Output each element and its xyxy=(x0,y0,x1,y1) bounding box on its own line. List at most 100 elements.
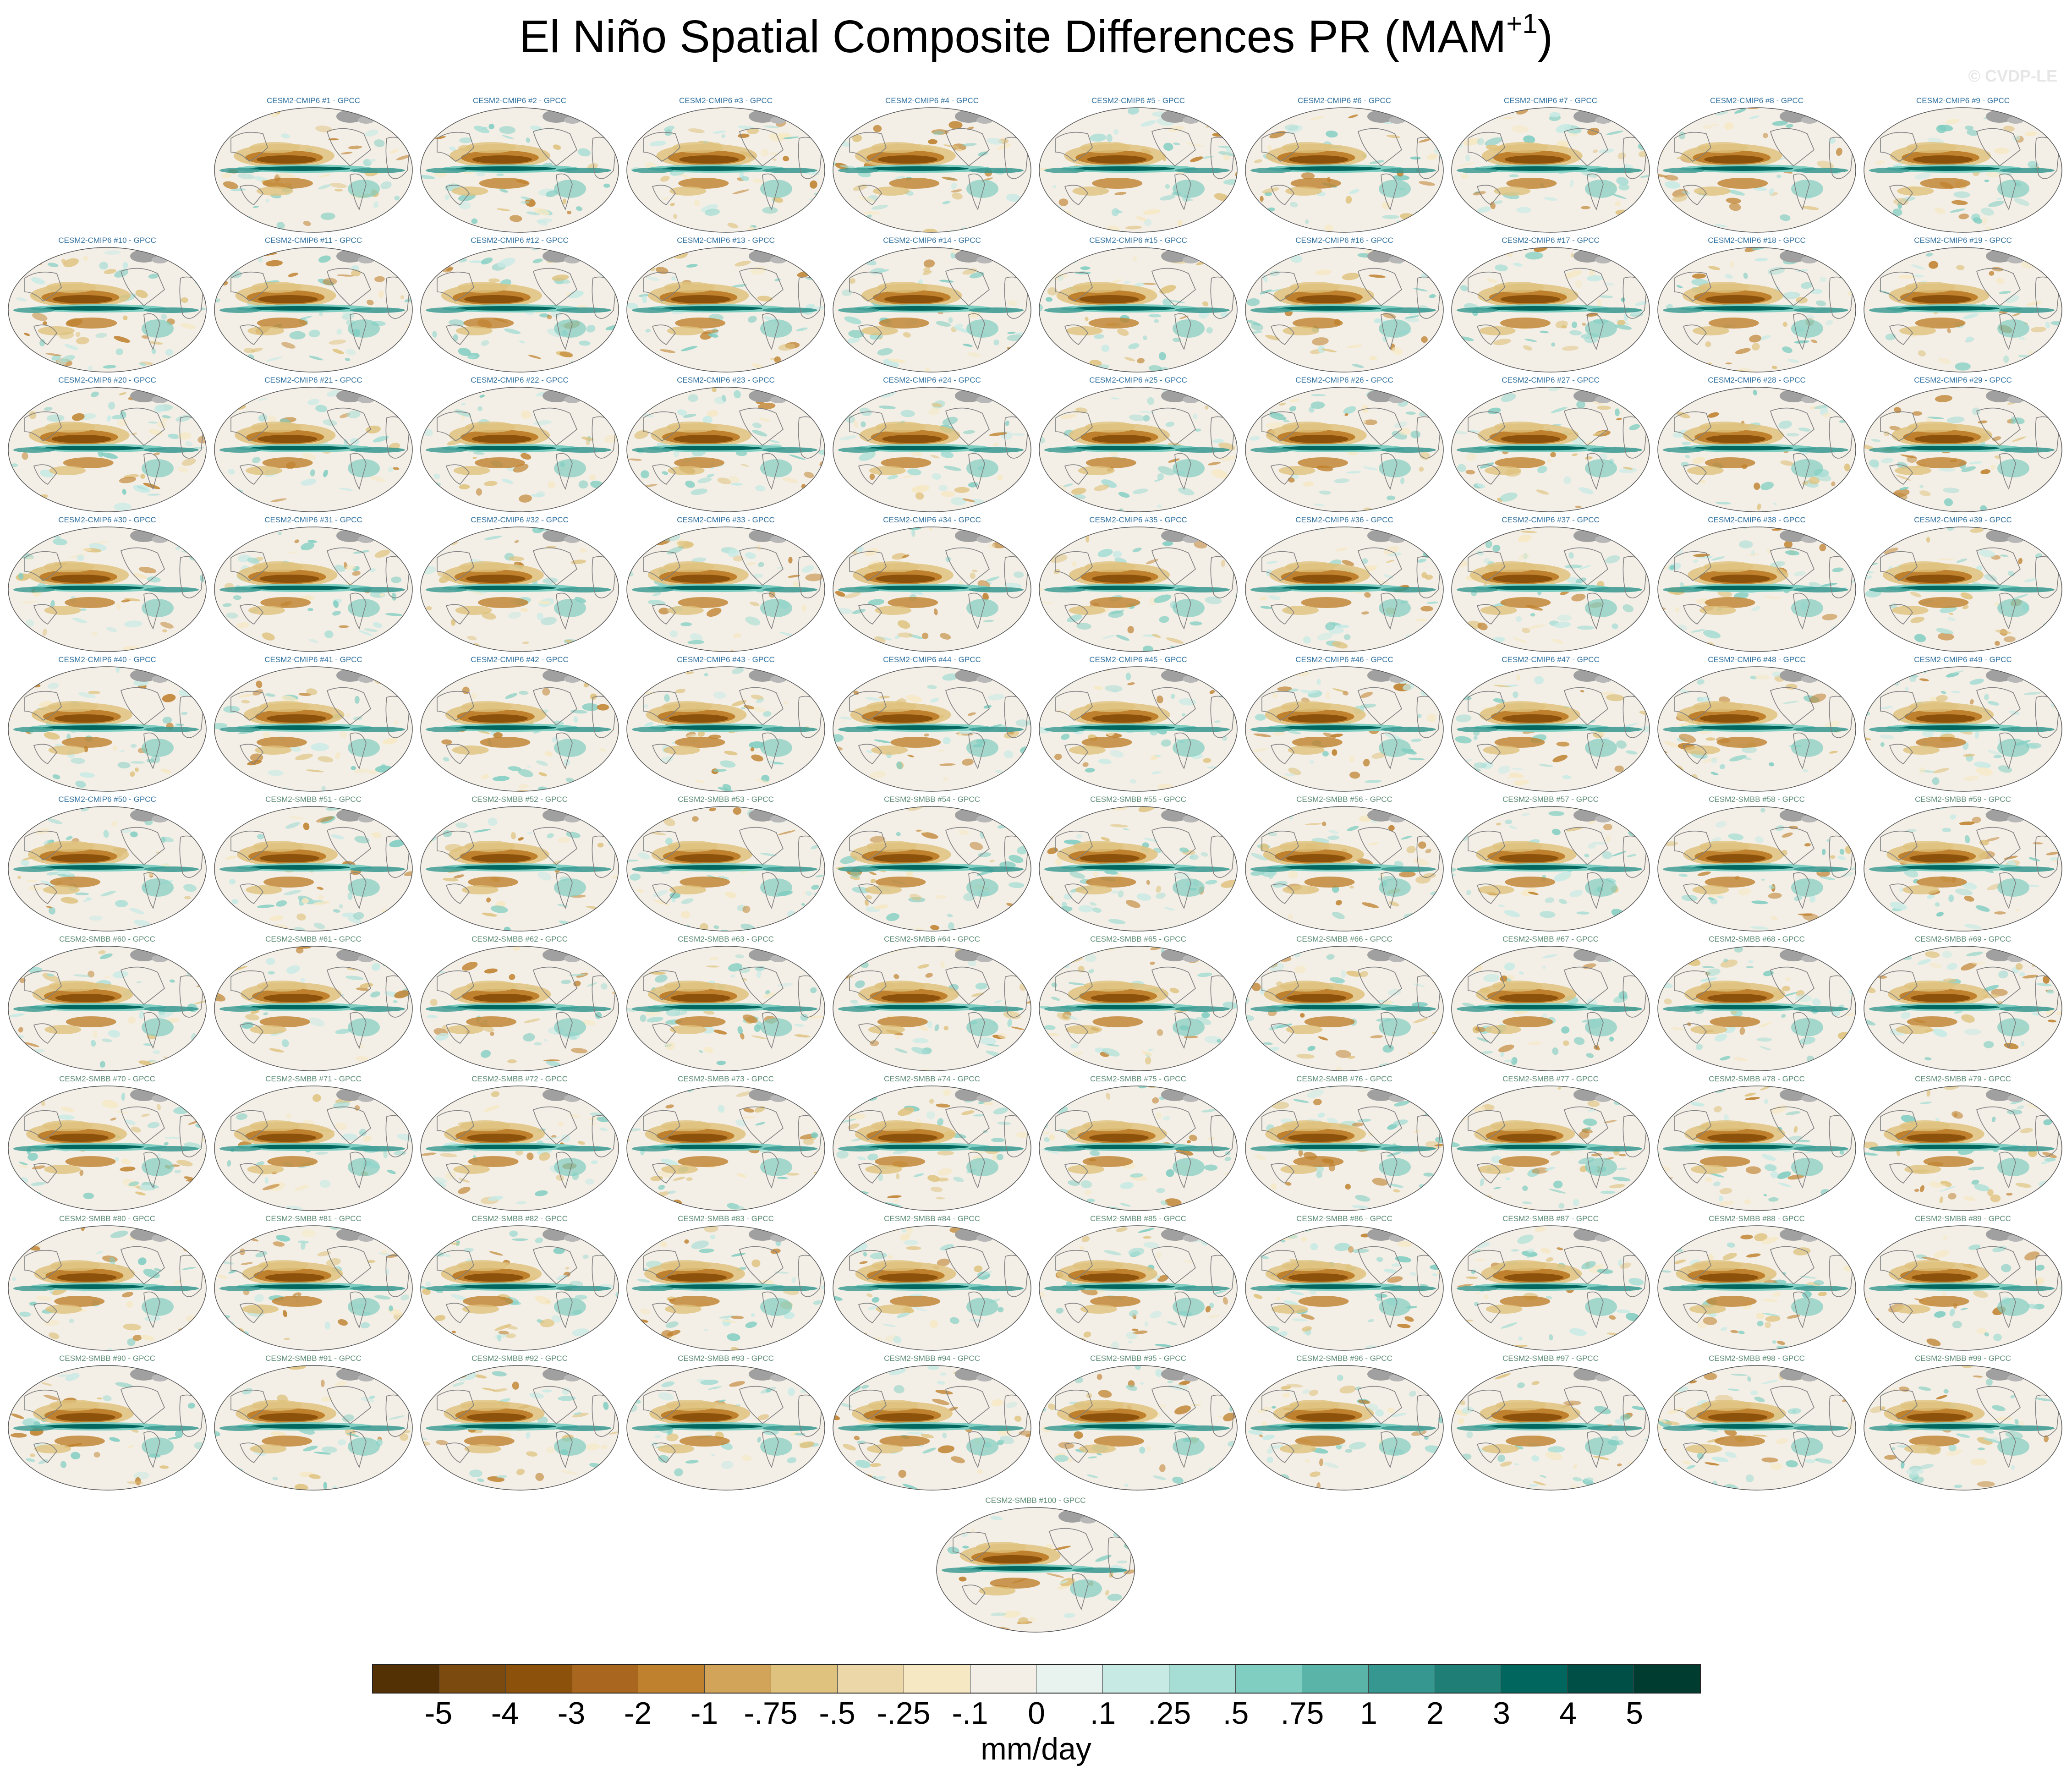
map-speckle xyxy=(1212,439,1224,444)
map-speckle xyxy=(317,895,324,900)
map-dry-south-2 xyxy=(667,606,704,615)
map-speckle xyxy=(214,927,222,930)
continent-outline xyxy=(1174,313,1191,351)
map-speckle xyxy=(1814,222,1831,231)
map-wet-south xyxy=(554,180,586,198)
map-speckle xyxy=(161,417,168,422)
map-speckle xyxy=(1404,315,1420,319)
map-wet-core xyxy=(455,166,556,171)
map-speckle xyxy=(897,620,910,629)
map-dry-upper xyxy=(1704,561,1754,572)
map-speckle xyxy=(1054,753,1062,760)
map-speckle xyxy=(294,539,300,543)
map-speckle xyxy=(214,723,228,729)
map-speckle xyxy=(1501,393,1516,402)
map-speckle xyxy=(750,747,755,752)
map-speckle xyxy=(2024,131,2037,137)
map-speckle xyxy=(865,106,876,109)
map-speckle xyxy=(852,608,866,614)
map-speckle xyxy=(692,816,699,822)
map-speckle xyxy=(691,557,707,563)
map-speckle xyxy=(233,595,241,600)
map-speckle xyxy=(49,907,56,915)
map-speckle xyxy=(680,911,691,919)
continent-outline xyxy=(1976,687,2021,726)
map-speckle xyxy=(1794,340,1809,344)
map-speckle xyxy=(520,453,532,460)
map-panel: CESM2-SMBB #54 - GPCC xyxy=(831,795,1033,932)
map-speckle xyxy=(225,219,233,227)
continent-outline xyxy=(1261,271,1299,301)
map-dry-south xyxy=(678,597,729,608)
map-speckle xyxy=(411,572,412,579)
map-speckle xyxy=(1464,257,1480,263)
map-speckle xyxy=(1974,731,1979,739)
map-speckle xyxy=(335,752,340,759)
map-dry-south-2 xyxy=(1278,466,1316,475)
map-speckle xyxy=(76,337,89,345)
map-dry-upper xyxy=(44,561,95,572)
map-speckle xyxy=(190,267,206,272)
map-speckle xyxy=(740,464,749,467)
map-speckle xyxy=(962,498,975,502)
map-speckle xyxy=(1377,232,1389,234)
map-speckle xyxy=(367,299,374,306)
map-panel: CESM2-CMIP6 #23 - GPCC xyxy=(625,376,827,513)
map-speckle xyxy=(121,599,131,603)
map-dry-south xyxy=(262,457,313,468)
map-border xyxy=(1245,247,1444,373)
map-speckle xyxy=(108,401,115,410)
panel-label: CESM2-CMIP6 #12 - GPCC xyxy=(471,236,569,245)
map-speckle xyxy=(1417,558,1427,563)
map-dry-south-2 xyxy=(246,466,283,475)
map-speckle xyxy=(1990,464,1996,470)
map-speckle xyxy=(856,527,873,536)
map-speckle xyxy=(180,323,196,329)
map-speckle xyxy=(79,772,95,778)
continent-outline xyxy=(1151,407,1196,446)
panel-label: CESM2-CMIP6 #48 - GPCC xyxy=(1708,655,1806,664)
map-speckle xyxy=(1708,266,1721,270)
map-speckle xyxy=(1473,191,1486,196)
map-speckle xyxy=(627,302,638,309)
map-speckle xyxy=(636,888,644,893)
map-speckle xyxy=(1057,247,1063,251)
map-speckle xyxy=(590,693,597,700)
map-speckle xyxy=(1405,411,1416,415)
map-plot xyxy=(1451,387,1650,512)
continent-outline xyxy=(1468,271,1505,301)
map-speckle xyxy=(1039,260,1043,267)
map-speckle xyxy=(333,600,339,608)
map-speckle xyxy=(1124,357,1135,362)
map-wet-east xyxy=(1587,168,1642,173)
map-wet-east xyxy=(1793,727,1848,732)
map-speckle xyxy=(1432,531,1439,538)
map-speckle xyxy=(1403,683,1414,691)
map-speckle xyxy=(1140,120,1157,127)
map-speckle xyxy=(808,364,818,366)
map-speckle xyxy=(1763,132,1768,138)
map-speckle xyxy=(709,807,716,811)
map-speckle xyxy=(1579,565,1591,570)
map-panel: CESM2-SMBB #53 - GPCC xyxy=(625,795,827,932)
map-speckle xyxy=(1132,488,1148,494)
map-speckle xyxy=(8,389,16,395)
panel-label: CESM2-CMIP6 #22 - GPCC xyxy=(471,376,569,384)
map-speckle xyxy=(801,604,806,612)
map-speckle xyxy=(677,541,693,547)
map-dry-core xyxy=(1079,295,1139,303)
map-speckle xyxy=(1152,634,1161,638)
map-dry-upper xyxy=(664,282,715,293)
map-wet-core xyxy=(662,725,762,730)
map-speckle xyxy=(47,263,59,268)
map-speckle xyxy=(227,790,243,791)
map-speckle xyxy=(1854,181,1856,184)
map-plot xyxy=(626,247,825,373)
map-speckle xyxy=(969,272,984,279)
map-speckle xyxy=(433,473,440,479)
map-speckle xyxy=(1534,676,1544,685)
map-dry-south xyxy=(1092,178,1143,189)
map-speckle xyxy=(1615,324,1632,330)
map-speckle xyxy=(521,201,530,204)
map-speckle xyxy=(713,691,726,699)
